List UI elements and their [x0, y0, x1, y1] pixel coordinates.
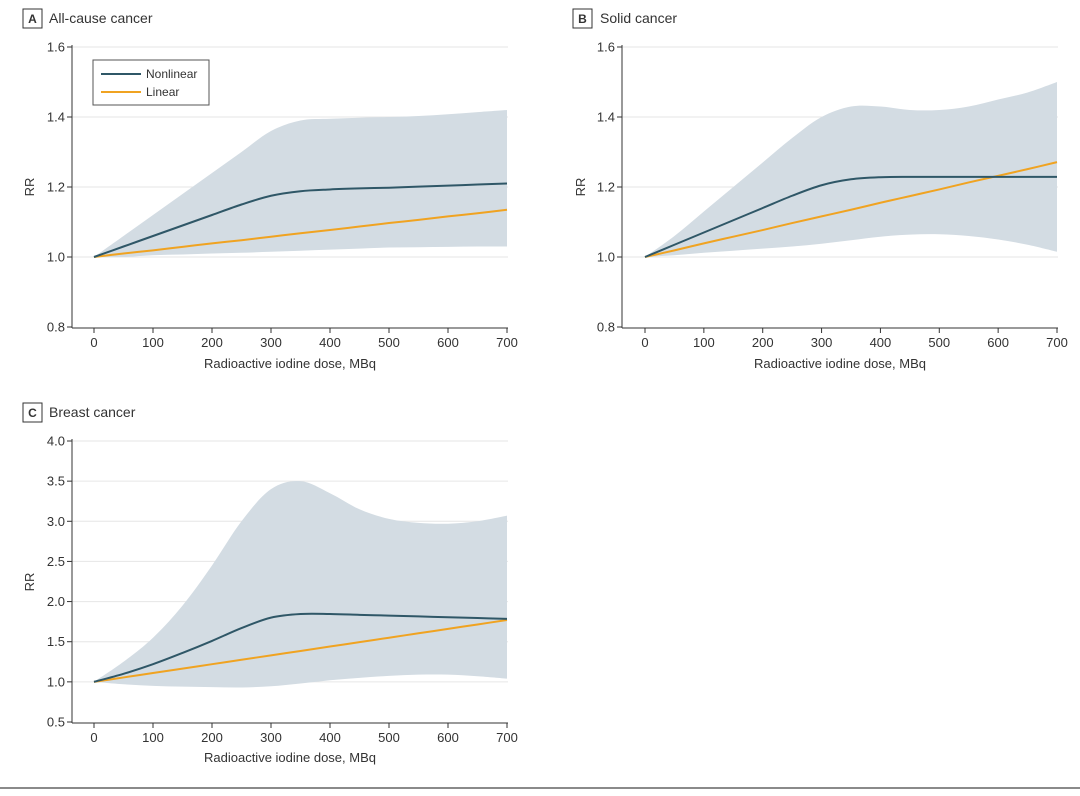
panel-c-ytick-label: 0.5 — [47, 715, 65, 730]
panel-a-ytick-label: 1.6 — [47, 40, 65, 55]
panel-a-xlabel: Radioactive iodine dose, MBq — [204, 356, 376, 371]
panel-b-xtick-label: 400 — [870, 335, 892, 350]
panel-c-xtick-label: 400 — [319, 730, 341, 745]
panel-b-xtick-label: 300 — [811, 335, 833, 350]
panel-b-ylabel: RR — [573, 178, 588, 197]
panel-b-xtick-label: 200 — [752, 335, 774, 350]
panel-a-ylabel: RR — [22, 178, 37, 197]
panel-b-letter-box — [572, 8, 593, 29]
panel-a-line-nonlinear — [93, 182, 508, 258]
panel-c-letter: C — [28, 406, 37, 420]
panel-a-letter: A — [28, 12, 37, 26]
panel-a-line-linear — [93, 208, 508, 258]
panel-b-xtick-label: 100 — [693, 335, 715, 350]
panel-b-line-nonlinear — [644, 175, 1057, 258]
panel-c-ytick-label: 1.0 — [47, 674, 65, 689]
panel-a-xtick-label: 200 — [201, 335, 223, 350]
panel-c-line-nonlinear — [93, 612, 508, 683]
panel-c-ytick-label: 3.5 — [47, 474, 65, 489]
panel-b-ytick-label: 1.2 — [597, 180, 615, 195]
panel-b-xtick-label: 700 — [1046, 335, 1068, 350]
panel-a-xtick-label: 0 — [90, 335, 97, 350]
panel-c-ylabel: RR — [22, 573, 37, 592]
panel-c-xtick-label: 0 — [90, 730, 97, 745]
panel-a-xtick-label: 600 — [437, 335, 459, 350]
panel-b-ytick-label: 1.0 — [597, 250, 615, 265]
legend: Nonlinear Linear — [92, 59, 210, 106]
panel-a-xtick-label: 400 — [319, 335, 341, 350]
panel-a-xtick-label: 500 — [378, 335, 400, 350]
legend-box — [92, 59, 210, 106]
panel-b-letter: B — [578, 12, 587, 26]
panel-a-ytick-label: 1.0 — [47, 250, 65, 265]
panel-c-xtick-label: 100 — [142, 730, 164, 745]
panel-b-xtick-label: 0 — [641, 335, 648, 350]
panel-a-letter-box — [22, 8, 43, 29]
panel-a-series — [93, 182, 508, 258]
panel-b-series — [644, 161, 1058, 258]
panel-a-title: All-cause cancer — [49, 10, 153, 26]
panel-a-xtick-label: 100 — [142, 335, 164, 350]
panel-a-ytick-label: 0.8 — [47, 320, 65, 335]
panel-c-ytick-label: 3.0 — [47, 514, 65, 529]
legend-linear-label: Linear — [146, 85, 179, 99]
panel-a-ytick-label: 1.2 — [47, 180, 65, 195]
panel-b-ytick-label: 1.6 — [597, 40, 615, 55]
panel-a-ticks: 0.8 1.0 1.2 1.4 1.6 0 100 200 300 400 500 600 700 — [47, 40, 518, 351]
panel-c-xtick-label: 600 — [437, 730, 459, 745]
panel-c-series — [93, 612, 508, 683]
panel-b-ytick-label: 0.8 — [597, 320, 615, 335]
panel-a-xtick-label: 700 — [496, 335, 518, 350]
panel-b-xtick-label: 500 — [928, 335, 950, 350]
bottom-rule — [0, 787, 1080, 789]
panel-c-ytick-label: 1.5 — [47, 634, 65, 649]
panel-c: C Breast cancer 0.5 1.0 1.5 2.0 2.5 3.0 3.5 4.0… — [22, 402, 518, 765]
panel-b-xtick-label: 600 — [987, 335, 1009, 350]
panel-c-xlabel: Radioactive iodine dose, MBq — [204, 750, 376, 765]
panel-a-xtick-label: 300 — [260, 335, 282, 350]
panel-b-ytick-label: 1.4 — [597, 110, 615, 125]
panel-b-ticks: 0.8 1.0 1.2 1.4 1.6 0 100 200 300 400 500 600 700 — [597, 40, 1068, 351]
panel-c-title: Breast cancer — [49, 404, 136, 420]
panel-b: B Solid cancer 0.8 1.0 1.2 1.4 1.6 0 100 200 300… — [572, 8, 1068, 371]
panel-b-title: Solid cancer — [600, 10, 677, 26]
panel-c-ytick-label: 2.0 — [47, 594, 65, 609]
panel-c-letter-box — [22, 402, 43, 423]
panel-c-line-linear — [93, 619, 508, 683]
panel-c-band — [94, 481, 507, 688]
panel-c-xtick-label: 200 — [201, 730, 223, 745]
panel-c-ytick-label: 2.5 — [47, 554, 65, 569]
panel-c-xtick-label: 300 — [260, 730, 282, 745]
panel-c-xtick-label: 500 — [378, 730, 400, 745]
panel-c-ytick-label: 4.0 — [47, 434, 65, 449]
legend-nonlinear-label: Nonlinear — [146, 67, 197, 81]
panel-b-xlabel: Radioactive iodine dose, MBq — [754, 356, 926, 371]
panel-c-confidence-band — [94, 481, 507, 688]
panel-a: A All-cause cancer 0.8 1.0 1.2 1.4 1.6 0 100 20… — [22, 8, 518, 371]
panel-a-ytick-label: 1.4 — [47, 110, 65, 125]
panel-c-xtick-label: 700 — [496, 730, 518, 745]
panel-c-ticks: 0.5 1.0 1.5 2.0 2.5 3.0 3.5 4.0 0 100 200 300 400 500… — [47, 434, 518, 746]
